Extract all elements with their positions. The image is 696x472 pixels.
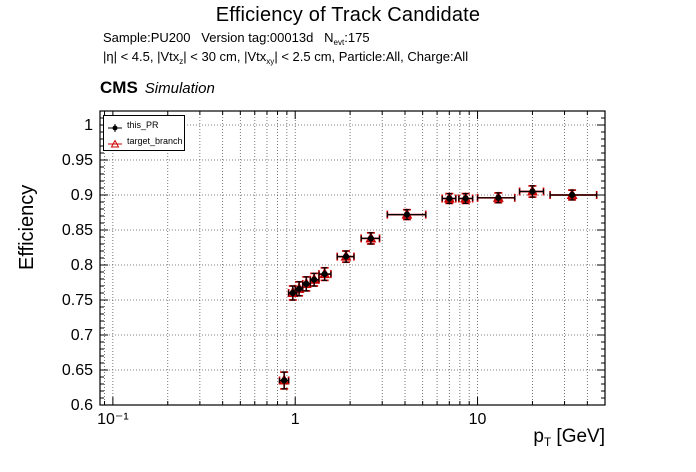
y-tick-label: 0.8 <box>71 257 93 274</box>
cms-logo-text: CMS <box>100 78 138 97</box>
grid-lines <box>100 111 605 405</box>
legend-entry-target-branch: target_branch <box>104 133 184 149</box>
filled-circle-marker-icon <box>107 120 123 132</box>
x-tick-label: 10 <box>469 411 487 428</box>
legend-label-target-branch: target_branch <box>127 136 183 146</box>
legend-label-this-pr: this_PR <box>127 120 159 130</box>
y-tick-label: 0.85 <box>62 222 93 239</box>
series-this_PR <box>278 185 598 390</box>
open-triangle-marker-icon <box>107 136 123 148</box>
series-target_branch <box>278 185 598 390</box>
axis-ticks <box>100 110 606 406</box>
selection-info-line: |η| < 4.5, |Vtxz| < 30 cm, |Vtxxy| < 2.5… <box>103 49 469 66</box>
y-tick-label: 0.75 <box>62 292 93 309</box>
y-tick-label: 0.65 <box>62 362 93 379</box>
x-axis-title: pT [GeV] <box>533 426 605 450</box>
plot-frame <box>99 110 606 406</box>
y-tick-label: 0.6 <box>71 397 93 414</box>
x-tick-label: 1 <box>291 411 300 428</box>
y-tick-label: 0.9 <box>71 187 93 204</box>
simulation-label: Simulation <box>144 80 215 97</box>
y-axis-title: Efficiency <box>16 184 38 270</box>
y-tick-label: 0.7 <box>71 327 93 344</box>
tick-labels: 0.6 0.65 0.7 0.75 0.8 0.85 0.9 0.95 1 10⁻¹ 1 10 <box>62 117 487 428</box>
x-tick-label: 10⁻¹ <box>97 411 129 428</box>
legend-box: this_PR target_branch <box>103 115 185 151</box>
y-tick-label: 1 <box>84 117 93 134</box>
cms-simulation-label: CMS Simulation <box>100 78 215 98</box>
chart-title: Efficiency of Track Candidate <box>215 4 481 26</box>
sample-info-line: Sample:PU200 Version tag:00013d Nevt:175 <box>103 30 370 47</box>
y-tick-label: 0.95 <box>62 152 93 169</box>
legend-entry-this-pr: this_PR <box>104 117 184 133</box>
